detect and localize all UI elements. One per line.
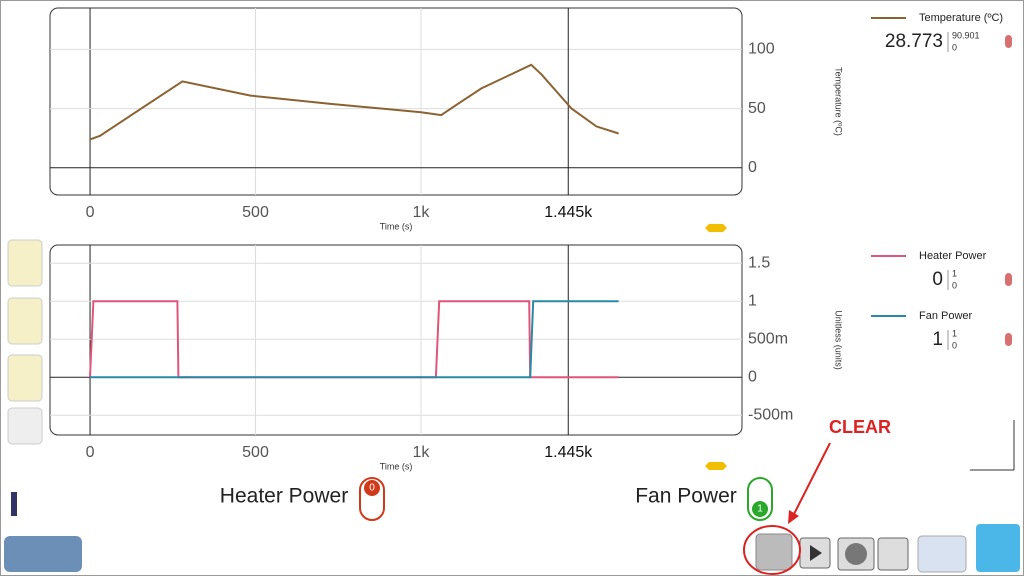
fan-toggle-knob [752,501,768,517]
x-tick-label: 1k [413,444,431,461]
x-tick-label: 500 [242,204,269,221]
y-tick-label: 50 [748,100,766,117]
readout-max: 1 [952,268,957,278]
fan-toggle-value: 1 [757,504,763,515]
y-tick-label: 0 [748,368,757,385]
readout-value: 28.773 [885,31,943,52]
save-button[interactable] [877,537,909,571]
cursor-handle[interactable] [705,224,727,232]
graph-tool-icon[interactable] [7,297,43,345]
puzzle-button[interactable] [976,524,1020,572]
readout-max: 90.901 [952,30,980,40]
annotation-arrow [791,442,831,519]
legend-label: Fan Power [919,310,973,322]
x-axis-title: Time (s) [380,221,413,231]
y-tick-label: 0 [748,159,757,176]
cursor-label: 1.445k [544,444,593,461]
handle [11,492,17,516]
x-tick-label: 1k [413,204,431,221]
y-tick-label: 500m [748,330,788,347]
tools-button[interactable] [917,535,967,573]
app-menu-icon[interactable] [4,536,82,572]
cursor-handle[interactable] [705,462,727,470]
fan-label: Fan Power [635,485,737,508]
readout-value: 1 [932,329,943,350]
annotation-arrowhead [788,510,799,524]
record-icon [845,543,867,565]
x-tick-label: 0 [86,204,95,221]
y-tick-label: -500m [748,406,793,423]
readout-menu [1005,35,1012,48]
heater-label: Heater Power [220,485,348,508]
annotation-circle [743,525,801,575]
x-axis-title: Time (s) [380,461,413,471]
readout-min: 0 [952,280,957,290]
readout-min: 0 [952,340,957,350]
cursor-label: 1.445k [544,204,593,221]
series-line [89,63,619,141]
plot-area [49,244,743,436]
heater-toggle-knob [364,480,380,496]
play-icon [810,545,822,561]
readout-max: 1 [952,328,957,338]
legend-label: Heater Power [919,250,987,262]
add-graph-icon[interactable] [7,354,43,402]
readout-menu [1005,333,1012,346]
readout-min: 0 [952,42,957,52]
readout-menu [1005,273,1012,286]
clear-button[interactable] [755,533,793,571]
y-tick-label: 100 [748,41,775,58]
y-tick-label: 1 [748,292,757,309]
series-line [90,300,619,379]
y-tick-label: 1.5 [748,254,770,271]
y-axis-title: Temperature (ºC) [834,67,844,136]
readout-value: 0 [932,269,943,290]
y-axis-title: Unitless (units) [834,310,844,370]
graph-tool-icon[interactable] [7,239,43,287]
x-tick-label: 500 [242,444,269,461]
plot-area [49,7,743,196]
legend-label: Temperature (ºC) [919,12,1003,24]
x-tick-label: 0 [86,444,95,461]
heater-toggle-value: 0 [369,483,375,494]
snapshot-icon[interactable] [7,407,43,445]
annotation: CLEAR [829,417,891,437]
